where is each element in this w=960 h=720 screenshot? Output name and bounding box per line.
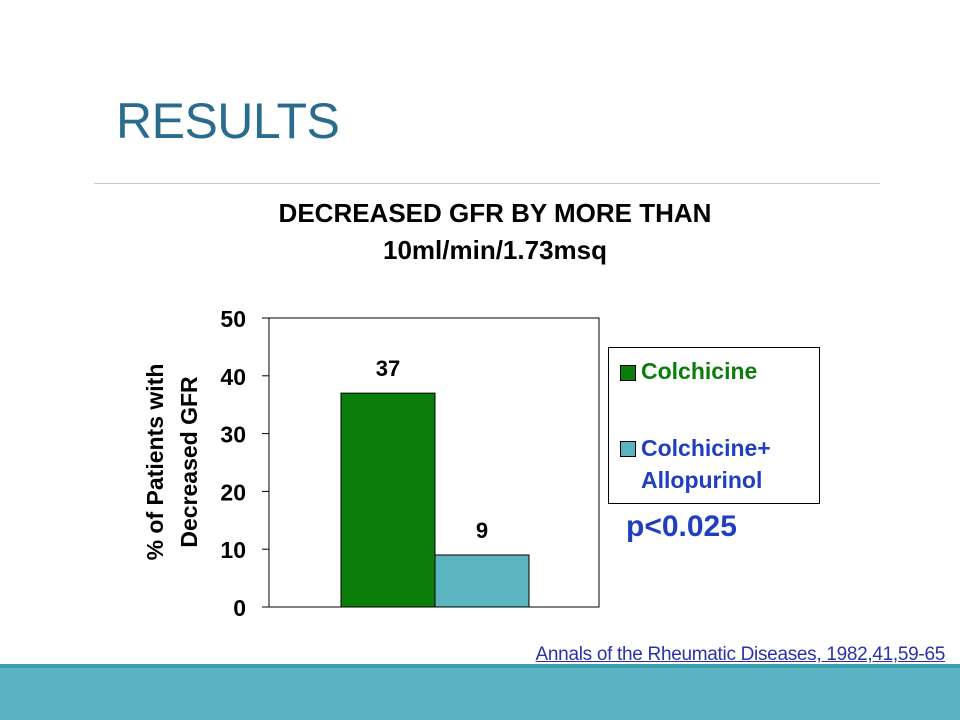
bar-value-label: 37	[376, 356, 400, 381]
y-tick-label: 50	[220, 306, 246, 332]
y-tick-label: 10	[220, 537, 246, 563]
citation-link[interactable]: Annals of the Rheumatic Diseases, 1982,4…	[535, 644, 946, 665]
title-divider	[94, 183, 880, 184]
bar-value-label: 9	[476, 518, 488, 543]
chart-legend: Colchicine Colchicine+ Allopurinol	[608, 347, 820, 504]
y-axis-label-line: Decreased GFR	[176, 376, 202, 548]
legend-label-colchicine: Colchicine	[641, 358, 758, 384]
legend-label-colchicine-allopurinol-line-2: Allopurinol	[641, 467, 763, 493]
y-tick-label: 0	[233, 595, 246, 621]
footer-band-edge	[0, 664, 960, 668]
chart-title: DECREASED GFR BY MORE THAN 10ml/min/1.73…	[150, 195, 840, 269]
p-value-label: p<0.025	[626, 510, 737, 543]
y-tick-label: 20	[220, 479, 246, 505]
slide-title: RESULTS	[116, 93, 340, 149]
legend-label-colchicine-allopurinol-line-1: Colchicine+	[641, 435, 771, 461]
legend-swatch-colchicine	[620, 365, 636, 381]
legend-swatch-colchicine-allopurinol	[620, 441, 636, 457]
bar-colchicine	[340, 392, 436, 608]
y-tick-label: 40	[220, 364, 246, 390]
y-axis-label-line: % of Patients with	[142, 364, 168, 561]
chart-title-line-2: 10ml/min/1.73msq	[383, 235, 607, 265]
y-tick-label: 30	[220, 422, 246, 448]
footer-band	[0, 664, 960, 720]
chart-title-line-1: DECREASED GFR BY MORE THAN	[278, 198, 712, 228]
bar-colchicine-allopurinol	[434, 554, 530, 608]
